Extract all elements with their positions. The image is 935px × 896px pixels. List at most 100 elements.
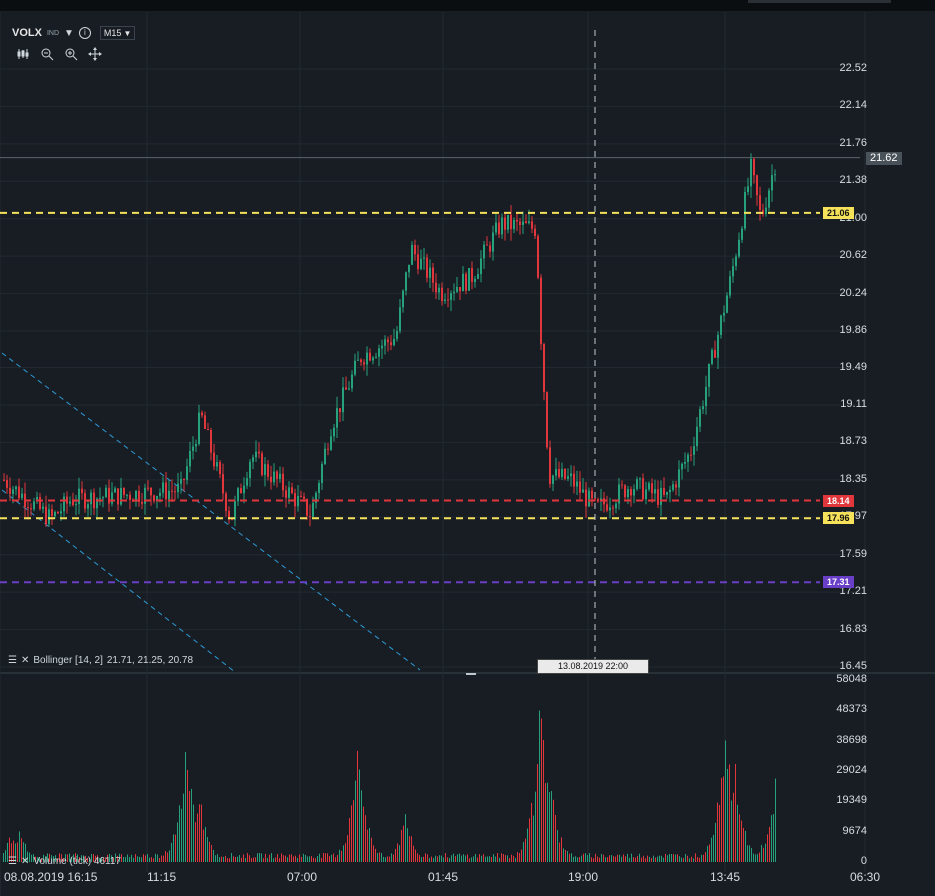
time-tick: 08.08.2019 16:15 xyxy=(4,870,98,884)
level-badge[interactable]: 17.31 xyxy=(823,576,854,589)
level-badge[interactable]: 18.14 xyxy=(823,494,854,507)
candle-body xyxy=(81,488,83,494)
candle-body xyxy=(618,484,620,504)
candle-body xyxy=(57,511,59,514)
candle-body xyxy=(165,482,167,500)
menu-icon[interactable]: ☰ xyxy=(8,655,17,666)
time-tick: 11:15 xyxy=(147,870,177,884)
volume-bar xyxy=(345,843,346,862)
level-badge[interactable]: 21.06 xyxy=(823,206,854,219)
volume-bar xyxy=(691,856,692,862)
volume-bar xyxy=(675,854,676,862)
price-tick: 22.14 xyxy=(839,99,867,112)
candle-body xyxy=(717,334,719,358)
volume-bar xyxy=(329,856,330,862)
candle-body xyxy=(684,461,686,464)
candle-body xyxy=(393,338,395,346)
volume-bar xyxy=(285,855,286,862)
volume-bar xyxy=(317,856,318,862)
candle-body xyxy=(465,273,467,291)
volume-bar xyxy=(463,854,464,862)
volume-bar xyxy=(165,850,166,862)
candle-body xyxy=(582,489,584,493)
volume-bar xyxy=(129,857,130,862)
volume-bar xyxy=(687,855,688,862)
chart-toolbar: VOLX IND ▼ i M15 ▼ xyxy=(12,25,136,41)
volume-bar xyxy=(301,856,302,862)
volume-bar xyxy=(727,768,728,862)
volume-bar xyxy=(607,857,608,862)
volume-bar xyxy=(767,834,768,862)
volume-bar xyxy=(561,837,562,862)
candle-body xyxy=(606,504,608,511)
close-icon[interactable]: ✕ xyxy=(20,856,30,867)
candle-body xyxy=(111,492,113,504)
candle-body xyxy=(489,245,491,252)
volume-bar xyxy=(127,854,128,862)
volume-bar xyxy=(29,852,30,862)
volume-bar xyxy=(117,855,118,862)
volume-bar xyxy=(235,857,236,862)
volume-bar xyxy=(459,853,460,862)
volume-bar xyxy=(353,800,354,862)
volume-bar xyxy=(749,845,750,862)
chevron-down-icon[interactable]: ▼ xyxy=(64,27,74,39)
zoom-in-icon[interactable] xyxy=(64,47,78,61)
volume-bar xyxy=(5,850,6,862)
candle-body xyxy=(63,496,65,512)
volume-bar xyxy=(121,854,122,862)
chart-type-icon[interactable] xyxy=(16,47,30,61)
volume-bar xyxy=(469,858,470,862)
chart-canvas[interactable] xyxy=(0,11,935,896)
volume-bar xyxy=(389,856,390,862)
volume-bar xyxy=(297,858,298,862)
volume-bar xyxy=(403,825,404,862)
candle-body xyxy=(102,497,104,499)
candle-body xyxy=(45,506,47,525)
candle-body xyxy=(51,509,53,517)
volume-bar xyxy=(667,855,668,862)
volume-bar xyxy=(153,858,154,862)
volume-bar xyxy=(645,858,646,862)
volume-bar xyxy=(83,855,84,862)
volume-bar xyxy=(597,856,598,862)
candle-body xyxy=(732,266,734,277)
candle-body xyxy=(120,487,122,505)
timeframe-select[interactable]: M15 ▼ xyxy=(99,26,136,40)
candle-body xyxy=(18,486,20,499)
volume-bar xyxy=(467,854,468,862)
volume-bar xyxy=(189,791,190,862)
volume-bar xyxy=(81,855,82,862)
volume-bar xyxy=(453,853,454,862)
volume-bar xyxy=(159,857,160,862)
current-price-badge: 21.62 xyxy=(866,152,902,165)
candle-body xyxy=(597,499,599,502)
volume-bar xyxy=(37,857,38,862)
indicator-legend: ☰ ✕ Bollinger [14, 2] 21.71, 21.25, 20.7… xyxy=(8,655,193,666)
volume-bar xyxy=(249,855,250,862)
volume-bar xyxy=(169,850,170,862)
menu-icon[interactable]: ☰ xyxy=(8,856,17,867)
symbol-name[interactable]: VOLX xyxy=(12,27,42,39)
candle-body xyxy=(726,295,728,313)
volume-bar xyxy=(763,847,764,862)
volume-bar xyxy=(575,856,576,862)
volume-bar xyxy=(295,855,296,862)
volume-bar xyxy=(369,827,370,862)
volume-bar xyxy=(441,855,442,862)
crosshair-move-icon[interactable] xyxy=(88,47,102,61)
volume-bar xyxy=(67,854,68,862)
volume-bar xyxy=(413,845,414,862)
candle-body xyxy=(657,489,659,505)
candle-body xyxy=(351,374,353,389)
volume-bar xyxy=(473,856,474,862)
volume-tick: 0 xyxy=(860,855,867,867)
info-icon[interactable]: i xyxy=(78,27,91,39)
close-icon[interactable]: ✕ xyxy=(20,655,30,666)
zoom-out-icon[interactable] xyxy=(40,47,54,61)
volume-bar xyxy=(185,751,186,862)
price-tick: 18.35 xyxy=(839,472,867,485)
volume-bar xyxy=(677,854,678,862)
level-badge[interactable]: 17.96 xyxy=(823,512,854,525)
volume-bar xyxy=(347,835,348,862)
